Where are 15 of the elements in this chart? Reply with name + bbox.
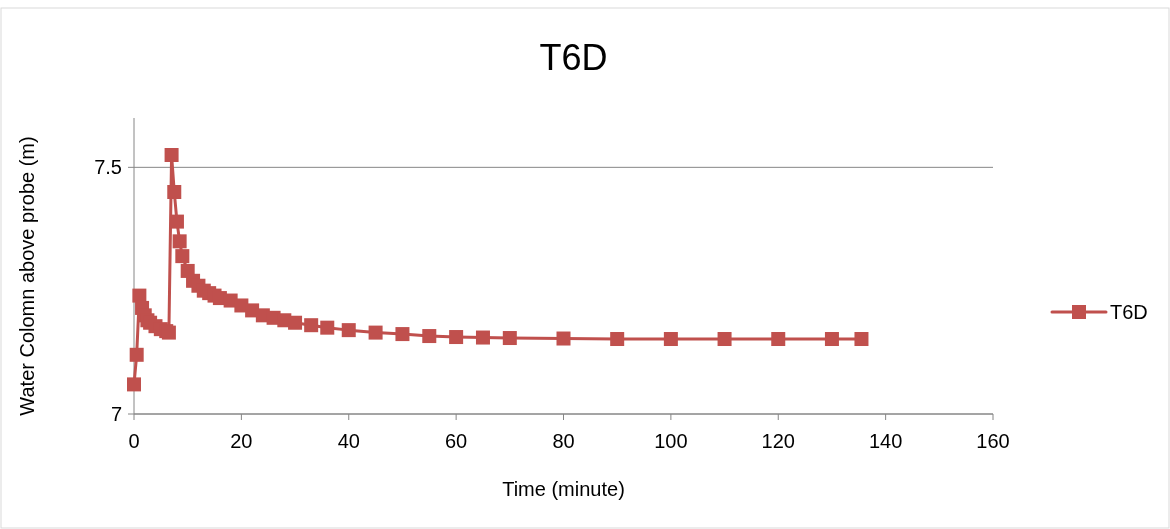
x-tick-label: 60 <box>445 430 468 452</box>
x-tick-label: 140 <box>868 430 903 452</box>
x-tick-label: 0 <box>128 430 140 452</box>
y-tick-label: 7 <box>110 403 122 425</box>
x-axis-title: Time (minute) <box>502 478 625 500</box>
y-axis-title: Water Colomn above probe (m) <box>16 136 38 416</box>
x-tick-label: 120 <box>761 430 795 452</box>
x-tick-label: 80 <box>552 430 575 452</box>
x-tick-label: 20 <box>230 430 253 452</box>
chart-title: T6D <box>539 37 608 78</box>
y-tick-label: 7.5 <box>94 156 122 179</box>
x-tick-label: 40 <box>337 430 360 452</box>
x-tick-label: 100 <box>654 430 688 452</box>
legend-label: T6D <box>1110 301 1148 323</box>
x-tick-label: 160 <box>976 430 1010 452</box>
